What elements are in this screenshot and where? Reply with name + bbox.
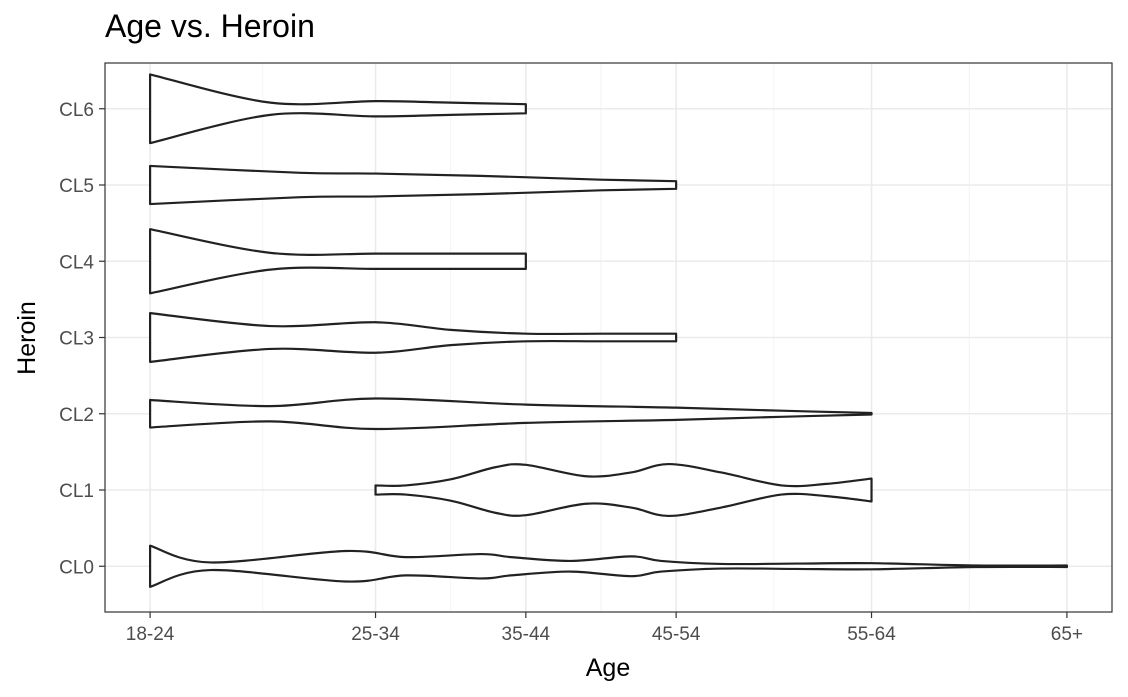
y-tick-label: CL0: [59, 557, 94, 578]
y-tick-label: CL5: [59, 176, 94, 197]
violin-cl0: [148, 544, 1069, 588]
y-tick-label: CL2: [59, 405, 94, 426]
axis-ticks: 18-24 25-34 35-44 45-54 55-64 65+ CL0 CL1 CL2 CL3…: [59, 100, 1083, 645]
x-tick-label: 25-34: [351, 624, 400, 645]
x-tick-label: 18-24: [126, 624, 175, 645]
violin-cl3: [148, 312, 678, 363]
violin-cl6: [148, 73, 527, 145]
x-axis-title: Age: [586, 654, 630, 682]
x-tick-label: 55-64: [847, 624, 896, 645]
y-tick-label: CL3: [59, 329, 94, 350]
violin-cl4: [148, 228, 527, 295]
x-tick-label: 65+: [1051, 624, 1083, 645]
violin-cl5: [148, 164, 678, 206]
y-tick-label: CL6: [59, 100, 94, 121]
chart-title: Age vs. Heroin: [105, 8, 315, 44]
y-axis-title: Heroin: [13, 301, 41, 375]
x-tick-label: 45-54: [652, 624, 701, 645]
y-tick-label: CL1: [59, 481, 94, 502]
x-tick-label: 35-44: [502, 624, 551, 645]
violin-cl1: [374, 462, 873, 518]
violin-cl2: [148, 397, 873, 431]
y-tick-label: CL4: [59, 252, 94, 273]
violins: [148, 73, 1069, 588]
